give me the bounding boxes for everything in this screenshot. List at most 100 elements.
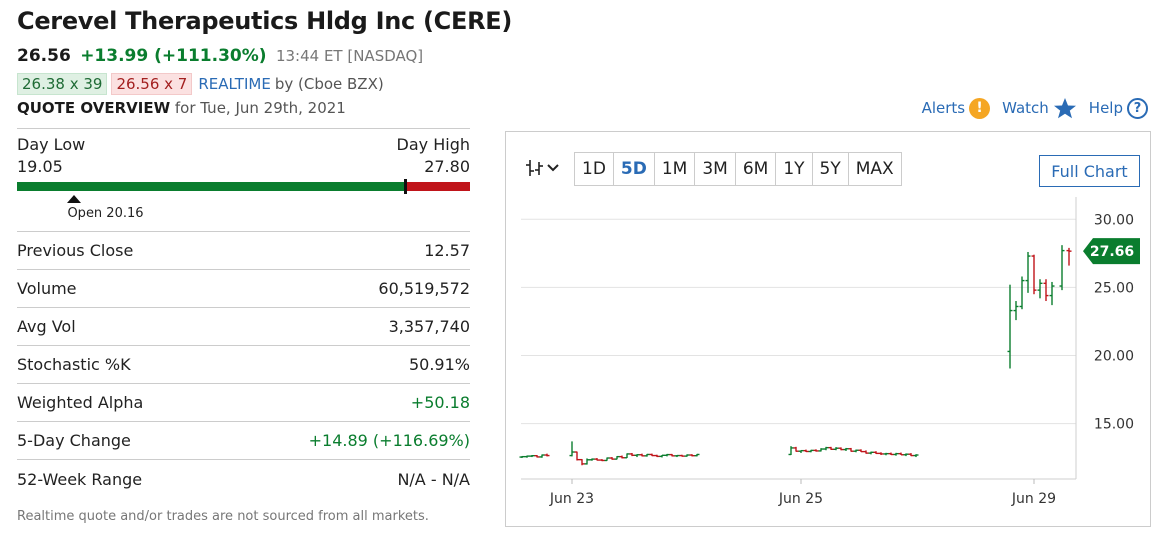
stats-list: Previous Close 12.57 Volume 60,519,572 Avg V… — [17, 232, 470, 498]
day-high-label: Day High — [396, 135, 470, 154]
ohlc-bar — [1037, 279, 1043, 299]
quote-overview-panel: Day Low 19.05 Day High 27.80 Open 20.16 … — [17, 128, 470, 498]
ohlc-bar — [808, 449, 814, 453]
stat-label: Stochastic %K — [17, 355, 131, 374]
price-change: +13.99 (+111.30%) — [80, 46, 267, 66]
period-button[interactable]: 6M — [736, 153, 777, 185]
ohlc-bar — [893, 452, 899, 456]
alerts-link[interactable]: Alerts ! — [921, 97, 991, 119]
day-range: Day Low 19.05 Day High 27.80 Open 20.16 — [17, 129, 470, 232]
bid-ask-line: 26.38 x 39 26.56 x 7 REALTIME by (Cboe B… — [17, 73, 384, 95]
overview-date: for Tue, Jun 29th, 2021 — [174, 99, 346, 117]
ohlc-bar — [828, 446, 834, 450]
ohlc-bar — [694, 453, 700, 457]
price-chart: 30.00 25.00 20.00 15.00 Jun 23 Jun 25 Jun 29 27… — [519, 197, 1140, 507]
ohlc-bar — [574, 451, 580, 461]
ohlc-bar — [858, 449, 864, 453]
ohlc-bar — [823, 446, 829, 451]
ohlc-bar — [913, 454, 919, 458]
ohlc-bar — [888, 452, 894, 456]
ohlc-bar — [1031, 254, 1037, 295]
stat-value: +50.18 — [410, 393, 470, 412]
period-button[interactable]: 5D — [614, 153, 655, 185]
realtime-link[interactable]: REALTIME — [198, 75, 271, 93]
ohlc-bar — [679, 454, 685, 457]
stat-label: Avg Vol — [17, 317, 76, 336]
ohlc-bar — [803, 449, 809, 453]
chart-type-selector[interactable] — [524, 156, 564, 180]
y-tick-label: 25.00 — [1094, 280, 1134, 296]
stat-value: N/A - N/A — [397, 469, 470, 489]
day-high-value: 27.80 — [424, 157, 470, 176]
ohlc-bar — [684, 454, 690, 457]
ohlc-bar — [629, 452, 635, 457]
ohlc-bar — [1025, 251, 1031, 293]
day-range-fill — [17, 182, 406, 191]
quote-time: 13:44 ET [NASDAQ] — [275, 47, 424, 65]
stat-row: Volume 60,519,572 — [17, 270, 470, 308]
stat-row: Previous Close 12.57 — [17, 232, 470, 270]
quote-overview-heading: QUOTE OVERVIEW for Tue, Jun 29th, 2021 — [17, 99, 346, 117]
stat-value: 60,519,572 — [378, 279, 470, 298]
ohlc-bar — [579, 458, 585, 466]
ohlc-bar — [639, 453, 645, 457]
ohlc-bar — [818, 448, 824, 452]
ohlc-bar — [833, 447, 839, 451]
ohlc-bar — [569, 441, 575, 457]
stat-row: 5-Day Change +14.89 (+116.69%) — [17, 422, 470, 460]
period-button[interactable]: MAX — [855, 159, 894, 179]
day-low-label: Day Low — [17, 135, 86, 154]
y-tick-label: 30.00 — [1094, 212, 1134, 228]
ohlc-bar — [863, 450, 869, 454]
ohlc-bar — [584, 458, 590, 465]
ohlc-bar — [873, 451, 879, 455]
open-marker-icon — [67, 195, 82, 203]
x-tick-label: Jun 29 — [1011, 491, 1056, 507]
stat-row: Avg Vol 3,357,740 — [17, 308, 470, 346]
alerts-label: Alerts — [921, 99, 966, 117]
day-low-value: 19.05 — [17, 157, 63, 176]
ohlc-bar — [1013, 301, 1019, 321]
ohlc-bar — [539, 454, 545, 458]
stat-value: 50.91% — [408, 355, 470, 374]
overview-label: QUOTE OVERVIEW — [17, 99, 171, 117]
ohlc-bar — [519, 455, 525, 459]
ohlc-bar — [838, 447, 844, 451]
ohlc-bar — [1066, 247, 1072, 266]
stat-row: 52-Week Range N/A - N/A — [17, 460, 470, 498]
stat-value: 3,357,740 — [388, 317, 470, 336]
watch-label: Watch — [1002, 99, 1049, 117]
ohlc-bar — [908, 453, 914, 457]
watch-link[interactable]: Watch — [1002, 97, 1077, 119]
stat-label: Volume — [17, 279, 77, 298]
help-link[interactable]: Help ? — [1089, 97, 1148, 119]
ohlc-bar — [1043, 279, 1049, 302]
ohlc-bar — [659, 454, 665, 458]
stat-label: 52-Week Range — [17, 469, 143, 489]
x-tick-label: Jun 23 — [549, 491, 594, 507]
period-button[interactable]: 5Y — [813, 153, 849, 185]
last-price-flag — [1083, 238, 1140, 265]
realtime-source: by (Cboe BZX) — [274, 75, 384, 93]
ohlc-bar — [853, 449, 859, 453]
chevron-down-icon — [547, 164, 559, 172]
full-chart-button[interactable]: Full Chart — [1039, 155, 1140, 187]
stat-label: 5-Day Change — [17, 431, 131, 450]
star-icon — [1053, 98, 1076, 119]
last-price-marker — [404, 179, 408, 194]
y-tick-label: 15.00 — [1094, 417, 1134, 433]
stat-value: 12.57 — [424, 241, 470, 260]
last-price: 26.56 — [17, 46, 71, 66]
period-button[interactable]: 1M — [655, 153, 696, 185]
ohlc-bar — [644, 453, 650, 457]
period-button[interactable]: 3M — [695, 153, 736, 185]
ohlc-bar — [669, 453, 675, 457]
disclaimer: Realtime quote and/or trades are not sou… — [17, 509, 429, 524]
top-links: Alerts ! Watch Help ? — [922, 97, 1148, 119]
page-title: Cerevel Therapeutics Hldg Inc (CERE) — [17, 7, 513, 35]
price-line: 26.56 +13.99 (+111.30%) 13:44 ET [NASDAQ… — [17, 46, 423, 66]
period-button[interactable]: 1Y — [776, 153, 813, 185]
ohlc-bar — [843, 447, 849, 451]
bid-badge: 26.38 x 39 — [17, 73, 108, 95]
period-button[interactable]: 1D — [575, 153, 614, 185]
